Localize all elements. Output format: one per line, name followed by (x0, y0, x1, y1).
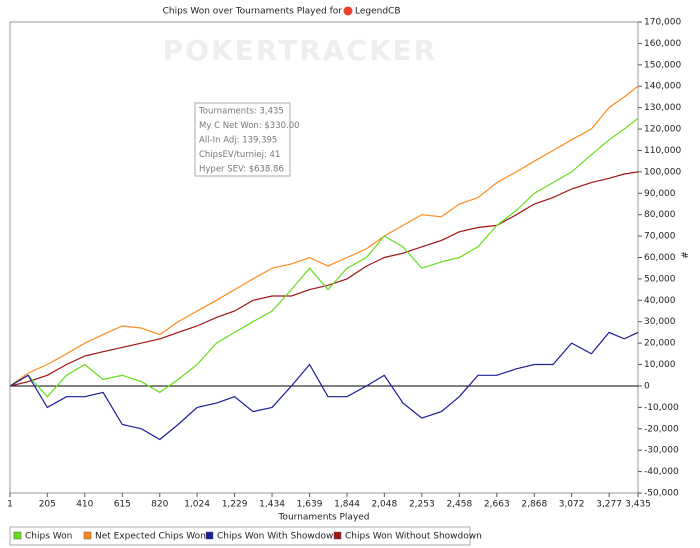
tooltip-box (194, 102, 291, 177)
x-tick-label: 410 (76, 500, 93, 510)
tooltip-line: All-In Adj: 139,395 (199, 136, 277, 146)
x-tick-label: 820 (151, 500, 168, 510)
legend-swatch (205, 531, 214, 540)
x-tick-label: 3,277 (596, 500, 622, 510)
legend-swatch (333, 531, 342, 540)
player-icon (343, 6, 353, 16)
tooltip-line: Tournaments: 3,435 (198, 107, 284, 117)
tooltip-line: Hyper SEV: $638.86 (199, 165, 284, 175)
player-name: LegendCB (355, 7, 401, 17)
y-axis-label: # (679, 251, 689, 259)
x-tick-label: 1,844 (334, 500, 360, 510)
y-tick-label: 20,000 (644, 339, 676, 349)
y-tick-label: -10,000 (644, 403, 679, 413)
y-tick-label: 110,000 (644, 146, 681, 156)
watermark: POKERTRACKER (163, 34, 438, 67)
y-tick-label: 160,000 (644, 39, 681, 49)
x-tick-label: 3,435 (625, 500, 651, 510)
x-tick-label: 2,663 (484, 500, 510, 510)
x-tick-label: 2,048 (371, 500, 397, 510)
tooltip-line: ChipsEV/turniej: 41 (199, 150, 280, 160)
y-tick-label: 10,000 (644, 360, 676, 370)
y-tick-label: -30,000 (644, 446, 679, 456)
legend-swatch (13, 531, 22, 540)
y-tick-label: 30,000 (644, 317, 676, 327)
y-tick-label: 120,000 (644, 125, 681, 135)
y-tick-label: -50,000 (644, 489, 679, 499)
x-tick-label: 2,458 (446, 500, 472, 510)
legend-box (9, 526, 471, 546)
y-tick-label: 170,000 (644, 18, 681, 28)
y-tick-label: 70,000 (644, 232, 676, 242)
x-tick-label: 2,868 (521, 500, 547, 510)
legend-label: Chips Won (25, 532, 72, 542)
legend-swatch (83, 531, 92, 540)
chart-title: Chips Won over Tournaments Played for (163, 7, 343, 17)
tooltip: Tournaments: 3,435 My C Net Won: $330.00 A… (194, 102, 300, 177)
y-tick-label: 130,000 (644, 103, 681, 113)
y-tick-label: 100,000 (644, 167, 681, 177)
x-tick-label: 615 (114, 500, 131, 510)
tooltip-line: My C Net Won: $330.00 (199, 121, 300, 131)
series-line (9, 85, 639, 387)
x-tick-label: 1 (7, 500, 13, 510)
y-tick-label: 80,000 (644, 210, 676, 220)
x-tick-label: 3,072 (559, 500, 585, 510)
y-tick-label: 140,000 (644, 82, 681, 92)
x-tick-label: 1,434 (259, 500, 285, 510)
x-tick-label: 1,024 (184, 500, 210, 510)
legend-label: Chips Won With Showdown (217, 532, 339, 542)
y-tick-label: 60,000 (644, 253, 676, 263)
series-line (9, 117, 639, 398)
legend-label: Net Expected Chips Won (95, 532, 206, 542)
y-tick-label: 40,000 (644, 296, 676, 306)
y-tick-label: -20,000 (644, 424, 679, 434)
series-line (9, 331, 639, 441)
y-tick-label: -40,000 (644, 467, 679, 477)
y-tick-label: 50,000 (644, 274, 676, 284)
y-tick-label: 90,000 (644, 189, 676, 199)
x-tick-label: 1,639 (297, 500, 323, 510)
x-tick-label: 205 (39, 500, 56, 510)
y-tick-label: 0 (644, 381, 650, 391)
legend-label: Chips Won Without Showdown (345, 532, 482, 542)
x-tick-label: 2,253 (409, 500, 435, 510)
y-tick-label: 150,000 (644, 60, 681, 70)
x-tick-label: 1,229 (222, 500, 248, 510)
series-line (9, 171, 639, 387)
x-axis-label: Tournaments Played (277, 513, 369, 523)
